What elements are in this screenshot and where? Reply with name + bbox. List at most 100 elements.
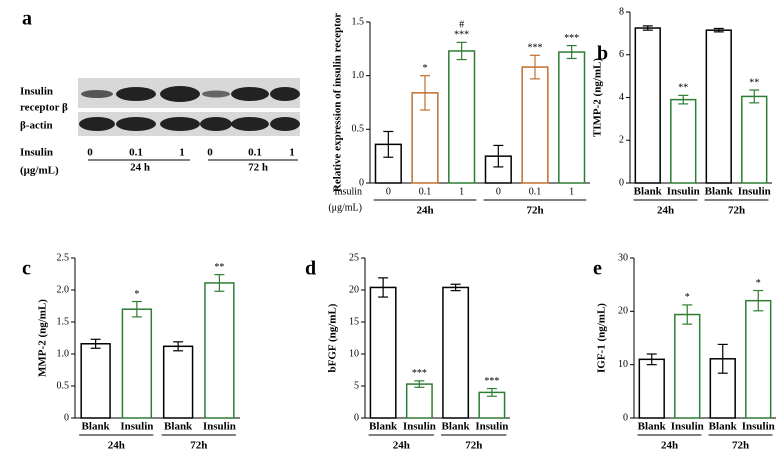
x-label: (μg/mL) bbox=[20, 165, 59, 177]
group-label: 24h bbox=[661, 440, 678, 452]
y-tick-label: 0 bbox=[64, 412, 69, 423]
y-tick-label: 6 bbox=[619, 49, 624, 60]
significance: *** bbox=[484, 376, 499, 387]
panel-letter: d bbox=[305, 258, 316, 280]
y-axis-label: Relative expression of insulin receptor bbox=[332, 13, 344, 192]
x-tick-label: Blank bbox=[634, 186, 663, 198]
y-tick-label: 0 bbox=[623, 412, 628, 423]
lane-label: 1 bbox=[179, 147, 185, 159]
x-tick-label: Insulin bbox=[671, 421, 704, 433]
x-tick-label: 0.1 bbox=[529, 186, 542, 197]
panel-letter: e bbox=[593, 258, 602, 280]
x-tick-label: Insulin bbox=[403, 421, 436, 433]
blot-panel: a Insulin receptor β β-actin Insulin (μg… bbox=[20, 8, 300, 177]
x-tick-label: Insulin bbox=[667, 186, 700, 198]
bar bbox=[634, 27, 661, 184]
y-tick-label: 2.5 bbox=[57, 252, 70, 263]
x-tick-label: 1 bbox=[459, 186, 464, 197]
y-tick-label: 8 bbox=[619, 6, 624, 17]
significance: * bbox=[423, 63, 428, 74]
significance: *** bbox=[528, 43, 543, 54]
x-tick-label: 1 bbox=[569, 186, 574, 197]
x-tick-label: Blank bbox=[82, 421, 111, 433]
y-tick-label: 0 bbox=[359, 177, 364, 188]
bar bbox=[369, 286, 397, 419]
y-tick-label: 15 bbox=[349, 316, 359, 327]
x-tick-label: Insulin bbox=[120, 421, 153, 433]
x-tick-label: 0.1 bbox=[419, 186, 432, 197]
x-axis-label: (μg/mL) bbox=[328, 202, 362, 213]
significance: * bbox=[685, 292, 690, 303]
bar bbox=[705, 29, 732, 184]
y-tick-label: 1.0 bbox=[57, 348, 70, 359]
group-label: 72h bbox=[465, 440, 482, 452]
x-tick-label: 0 bbox=[386, 186, 391, 197]
blot-bands bbox=[79, 86, 300, 131]
bar bbox=[448, 50, 476, 184]
y-tick-label: 4 bbox=[619, 92, 624, 103]
panel-letter: a bbox=[22, 8, 32, 30]
bar bbox=[558, 51, 586, 184]
group-label: 24h bbox=[657, 205, 674, 217]
group-label: 72h bbox=[190, 440, 207, 452]
group-label: 72h bbox=[526, 205, 543, 217]
significance: # bbox=[459, 20, 464, 31]
bar bbox=[80, 343, 111, 419]
lane-label: 0.1 bbox=[248, 147, 262, 159]
y-tick-label: 0 bbox=[619, 177, 624, 188]
x-label: Insulin bbox=[20, 147, 53, 159]
significance: *** bbox=[564, 33, 579, 44]
lane-label: 0 bbox=[207, 147, 213, 159]
bar-chart: c 0 0.5 1.0 1.5 2.0 2.5 MMP-2 (ng/mL) Blank Insul… bbox=[22, 252, 240, 452]
significance: ** bbox=[214, 262, 224, 273]
y-tick-label: 30 bbox=[618, 252, 628, 263]
bar bbox=[442, 286, 470, 419]
lane-label: 0.1 bbox=[129, 147, 143, 159]
group-label: 24h bbox=[393, 440, 410, 452]
y-tick-label: 10 bbox=[349, 348, 359, 359]
significance: ** bbox=[678, 83, 688, 94]
x-axis-label: Insulin bbox=[334, 186, 362, 197]
bar bbox=[405, 383, 433, 419]
significance: *** bbox=[412, 368, 427, 379]
y-tick-label: 10 bbox=[618, 359, 628, 370]
y-tick-label: 2 bbox=[619, 135, 624, 146]
row-label: Insulin bbox=[20, 86, 53, 98]
y-tick-label: 2.0 bbox=[57, 284, 70, 295]
x-tick-label: Insulin bbox=[203, 421, 236, 433]
y-axis-label: TIMP-2 (ng/mL) bbox=[592, 58, 604, 137]
bar bbox=[121, 308, 153, 419]
y-tick-label: 0.5 bbox=[352, 124, 365, 135]
row-label: receptor β bbox=[20, 102, 68, 114]
bar bbox=[674, 313, 701, 419]
y-tick-label: 0.5 bbox=[57, 380, 70, 391]
x-tick-label: Blank bbox=[709, 421, 738, 433]
x-tick-label: Blank bbox=[705, 186, 734, 198]
y-axis-label: bFGF (ng/mL) bbox=[327, 303, 339, 372]
bar bbox=[204, 282, 235, 419]
significance: *** bbox=[454, 30, 469, 41]
bar-chart: b 0 2 4 6 8 TIMP-2 (ng/mL) Blank Insulin ** Blank I… bbox=[592, 6, 772, 217]
row-label: β-actin bbox=[20, 120, 53, 132]
x-tick-label: Blank bbox=[164, 421, 193, 433]
significance: ** bbox=[749, 77, 759, 88]
y-axis-label: IGF-1 (ng/mL) bbox=[596, 303, 608, 373]
bar bbox=[521, 66, 549, 184]
group-label: 24 h bbox=[130, 162, 150, 174]
group-label: 72 h bbox=[248, 162, 268, 174]
y-tick-label: 20 bbox=[349, 284, 359, 295]
bar bbox=[162, 345, 194, 419]
y-tick-label: 5 bbox=[354, 380, 359, 391]
panel-letter: b bbox=[597, 43, 608, 65]
x-tick-label: Blank bbox=[369, 421, 398, 433]
bar bbox=[670, 98, 697, 184]
group-label: 72h bbox=[732, 440, 749, 452]
x-tick-label: 0 bbox=[496, 186, 501, 197]
bar-chart: e 0 10 20 30 IGF-1 (ng/mL) Blank Insulin * Blank I… bbox=[593, 252, 776, 452]
bar bbox=[638, 358, 665, 419]
y-axis-label: MMP-2 (ng/mL) bbox=[37, 299, 49, 377]
y-tick-label: 20 bbox=[618, 306, 628, 317]
bar-chart: 0 0.5 1.0 1.5 Relative expression of insulin… bbox=[328, 13, 590, 217]
bar bbox=[745, 299, 772, 419]
